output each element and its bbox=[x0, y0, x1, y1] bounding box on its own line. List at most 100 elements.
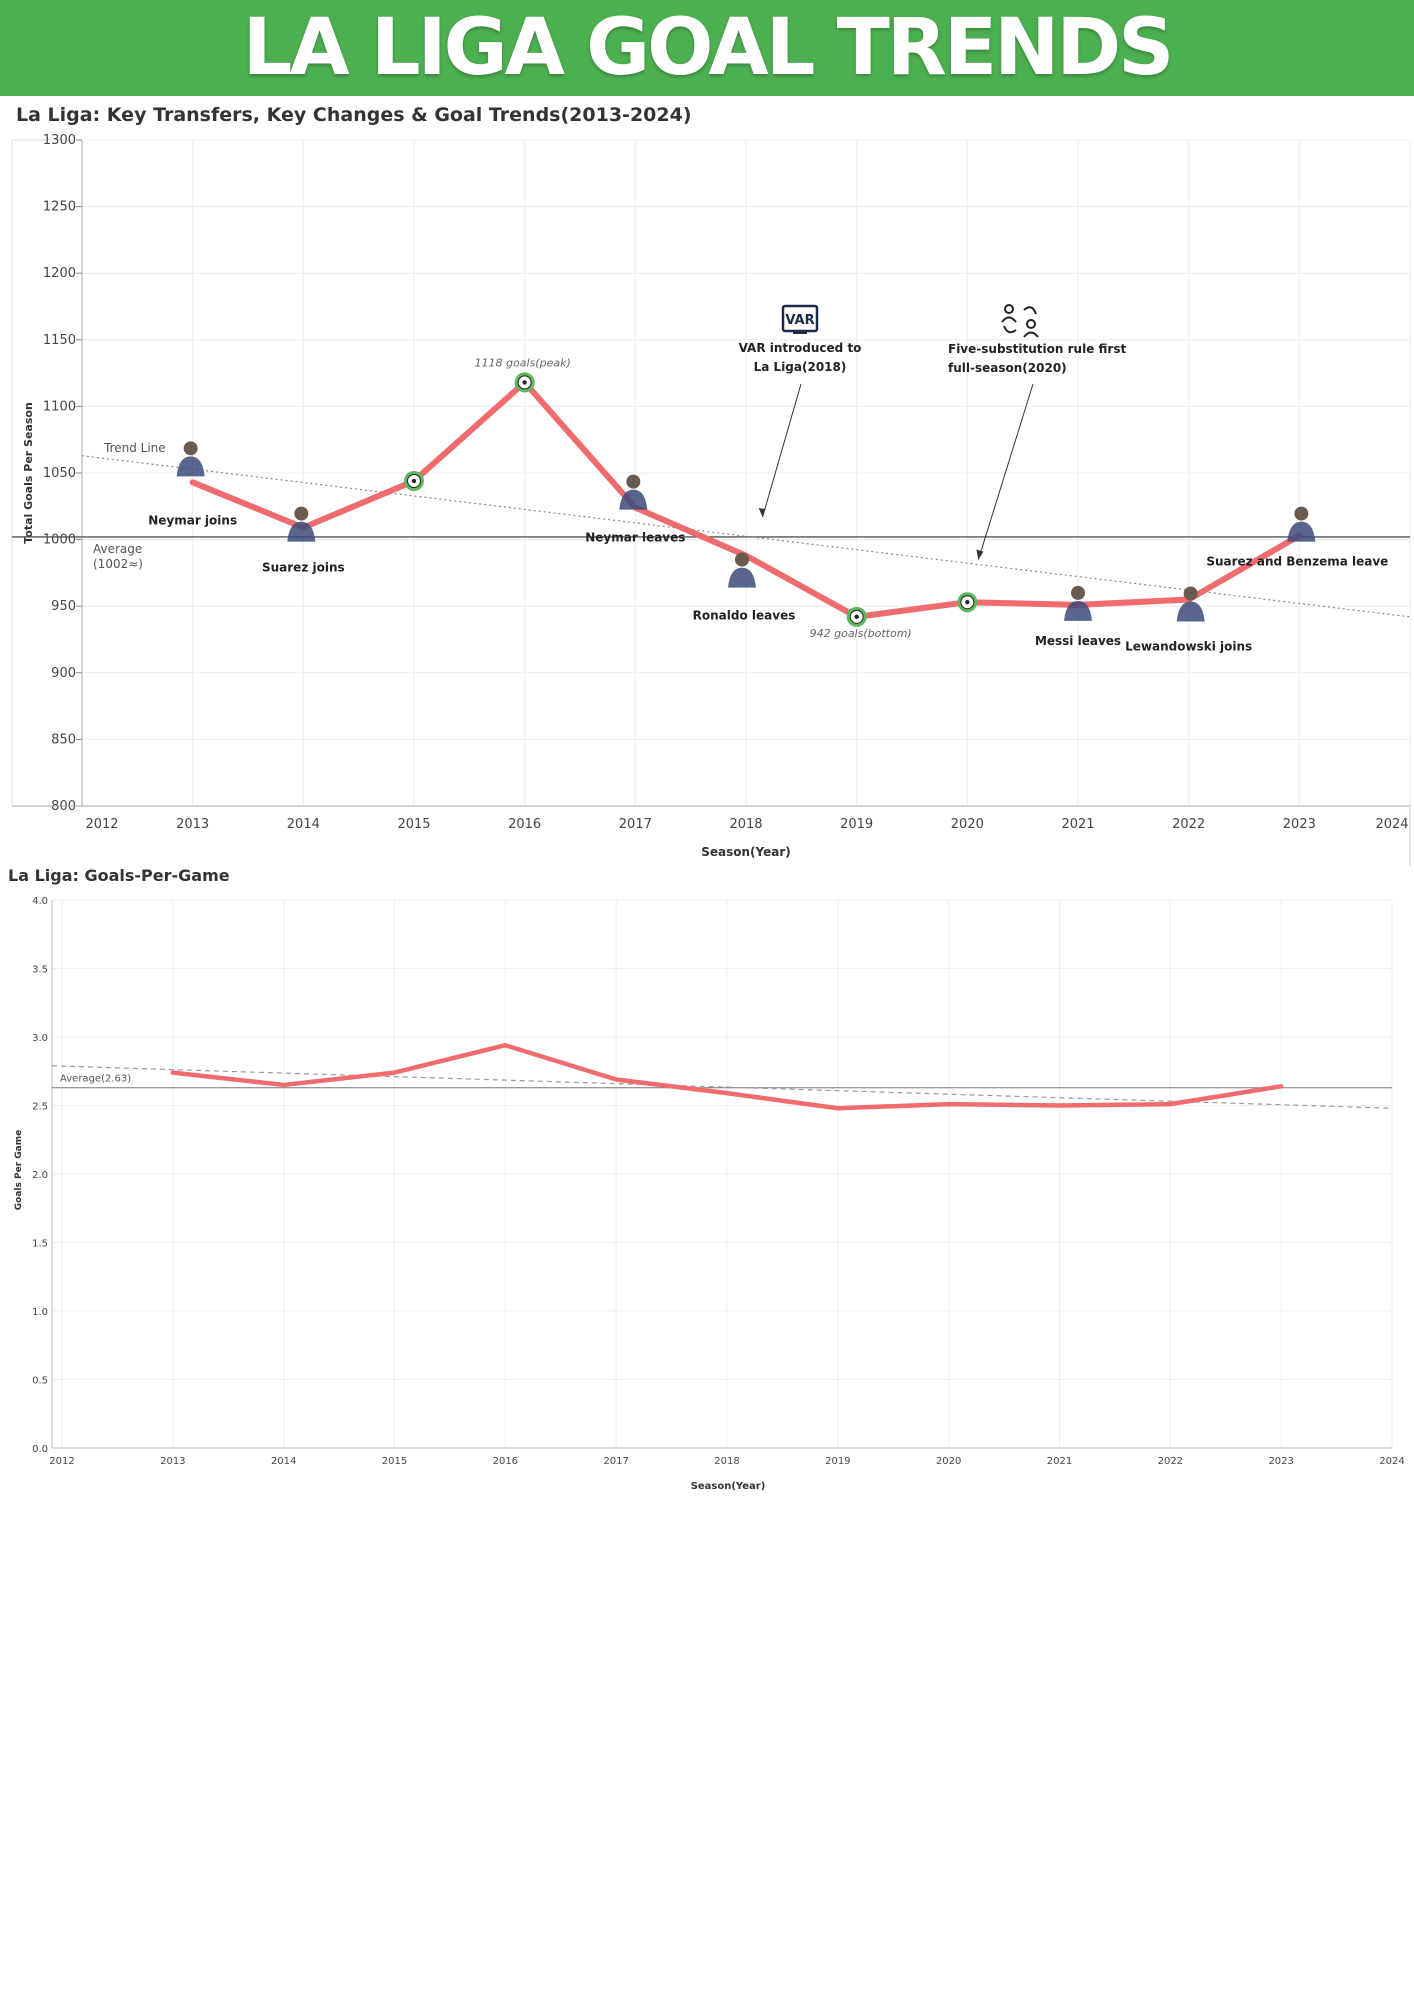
trend-line-label: Trend Line bbox=[103, 441, 166, 455]
sub-callout-line2: full-season(2020) bbox=[948, 361, 1067, 375]
header-banner: LA LIGA GOAL TRENDS bbox=[0, 0, 1414, 96]
chart1-title: La Liga: Key Transfers, Key Changes & Go… bbox=[16, 104, 692, 126]
x-tick-label: 2022 bbox=[1172, 817, 1205, 832]
x-tick-label: 2017 bbox=[619, 817, 652, 832]
chart2-title: La Liga: Goals-Per-Game bbox=[8, 866, 230, 885]
y-tick-label: 1100 bbox=[43, 399, 76, 414]
x-tick-label: 2024 bbox=[1375, 817, 1408, 832]
player-head bbox=[626, 474, 641, 489]
y-tick-label: 1.0 bbox=[32, 1307, 48, 1318]
x-tick-label: 2015 bbox=[382, 1456, 407, 1467]
player-head bbox=[1071, 585, 1085, 600]
sub-person-body-2 bbox=[1023, 331, 1039, 338]
player-head bbox=[1183, 586, 1198, 601]
sub-person-body-1 bbox=[1001, 316, 1017, 323]
y-tick-label: 4.0 bbox=[32, 896, 48, 907]
x-tick-label: 2023 bbox=[1283, 817, 1316, 832]
player-photo bbox=[619, 474, 648, 510]
x-tick-label: 2014 bbox=[287, 817, 320, 832]
x-axis-title: Season(Year) bbox=[691, 1481, 766, 1492]
y-tick-label: 850 bbox=[51, 732, 76, 747]
x-tick-label: 2018 bbox=[714, 1456, 739, 1467]
player-head bbox=[294, 506, 309, 521]
average-value-label: (1002≈) bbox=[93, 557, 143, 571]
y-tick-label: 2.5 bbox=[32, 1102, 48, 1113]
x-tick-label: 2021 bbox=[1061, 817, 1094, 832]
y-axis-title: Goals Per Game bbox=[14, 1130, 24, 1210]
sub-person-head-2 bbox=[1026, 319, 1036, 329]
goals-per-game-line bbox=[170, 1042, 1284, 1111]
y-axis-title: Total Goals Per Season bbox=[22, 402, 35, 544]
player-photo bbox=[1287, 506, 1316, 542]
player-body bbox=[287, 521, 316, 542]
sub-callout-arrow bbox=[977, 383, 1034, 560]
peak-label: 1118 goals(peak) bbox=[475, 356, 571, 369]
y-tick-label: 2.0 bbox=[32, 1170, 48, 1181]
x-tick-label: 2016 bbox=[493, 1456, 518, 1467]
page-title: LA LIGA GOAL TRENDS bbox=[242, 3, 1175, 93]
var-stand bbox=[793, 331, 807, 334]
var-callout-arrow bbox=[762, 383, 802, 518]
player-body bbox=[1176, 601, 1205, 622]
var-callout-line2: La Liga(2018) bbox=[754, 360, 847, 374]
x-tick-label: 2021 bbox=[1047, 1456, 1072, 1467]
var-arrowhead bbox=[758, 507, 766, 517]
x-tick-label: 2013 bbox=[160, 1456, 185, 1467]
y-tick-label: 3.0 bbox=[32, 1033, 48, 1044]
x-tick-label: 2016 bbox=[508, 817, 541, 832]
soccer-ball-patch bbox=[854, 614, 859, 620]
player-photo bbox=[1176, 586, 1205, 622]
player-photo bbox=[176, 441, 205, 477]
player-head bbox=[735, 552, 749, 567]
event-label: Neymar joins bbox=[148, 513, 237, 527]
y-tick-label: 900 bbox=[51, 666, 76, 681]
player-head bbox=[1294, 506, 1309, 521]
event-label: Lewandowski joins bbox=[1125, 640, 1252, 654]
event-label: Messi leaves bbox=[1035, 634, 1121, 648]
trend-line bbox=[51, 1065, 1393, 1109]
average-label: Average bbox=[93, 542, 142, 556]
substitution-icon bbox=[1001, 304, 1039, 338]
x-tick-label: 2017 bbox=[603, 1456, 628, 1467]
average-label: Average(2.63) bbox=[60, 1074, 131, 1085]
sub-callout-line1: Five-substitution rule first bbox=[948, 342, 1126, 356]
goals-per-season-chart: 8008509009501000105011001150120012501300… bbox=[11, 133, 1411, 866]
player-body bbox=[1064, 600, 1092, 621]
y-tick-label: 0.5 bbox=[32, 1376, 48, 1387]
event-label: Suarez and Benzema leave bbox=[1206, 555, 1388, 569]
x-axis-title: Season(Year) bbox=[701, 845, 791, 859]
x-tick-label: 2014 bbox=[271, 1456, 296, 1467]
x-tick-label: 2013 bbox=[176, 817, 209, 832]
x-tick-label: 2020 bbox=[951, 817, 984, 832]
player-photo bbox=[1064, 585, 1092, 621]
x-tick-label: 2020 bbox=[936, 1456, 961, 1467]
soccer-ball-patch bbox=[965, 600, 970, 605]
var-callout-line1: VAR introduced to bbox=[739, 341, 862, 355]
x-tick-label: 2019 bbox=[825, 1456, 850, 1467]
y-tick-label: 950 bbox=[51, 599, 76, 614]
player-body bbox=[619, 489, 648, 510]
soccer-ball-patch bbox=[411, 478, 417, 484]
y-tick-label: 1250 bbox=[43, 200, 76, 215]
x-tick-label: 2019 bbox=[840, 817, 873, 832]
player-body bbox=[176, 456, 205, 477]
y-tick-label: 1.5 bbox=[32, 1239, 48, 1250]
x-tick-label: 2018 bbox=[729, 817, 762, 832]
sub-person-head-1 bbox=[1004, 304, 1014, 314]
y-tick-label: 1050 bbox=[43, 466, 76, 481]
sub-arrow-1 bbox=[1023, 306, 1037, 315]
event-label: Ronaldo leaves bbox=[693, 609, 796, 623]
event-label: Neymar leaves bbox=[585, 531, 685, 545]
var-icon-text: VAR bbox=[785, 313, 814, 328]
bottom-label: 942 goals(bottom) bbox=[810, 627, 912, 640]
player-photo bbox=[287, 506, 316, 542]
y-tick-label: 0.0 bbox=[32, 1444, 48, 1455]
y-tick-label: 1300 bbox=[43, 133, 76, 148]
var-monitor-icon: VAR bbox=[781, 304, 819, 334]
x-tick-label: 2012 bbox=[49, 1456, 74, 1467]
x-tick-label: 2012 bbox=[85, 817, 118, 832]
x-tick-label: 2015 bbox=[397, 817, 430, 832]
player-body bbox=[728, 567, 756, 588]
x-tick-label: 2023 bbox=[1268, 1456, 1293, 1467]
